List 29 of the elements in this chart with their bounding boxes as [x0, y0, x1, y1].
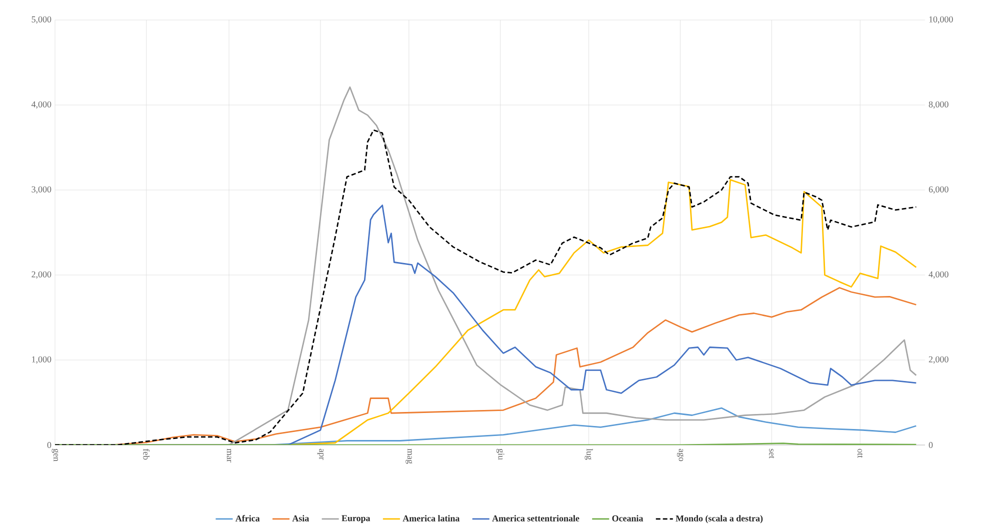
legend-label: America latina	[402, 515, 460, 522]
x-tick-label: gen	[52, 448, 58, 462]
y2-tick-label: 8,000	[928, 101, 948, 109]
x-tick-label: set	[769, 448, 774, 458]
y2-tick-label: 4,000	[928, 271, 948, 279]
y-tick-label: 0	[47, 442, 52, 448]
legend-label: Oceania	[612, 515, 644, 522]
y-tick-label: 4,000	[31, 101, 52, 109]
legend-label: Africa	[236, 515, 260, 522]
y-tick-label: 5,000	[32, 16, 52, 24]
y2-tick-label: 2,000	[928, 356, 948, 364]
y2-tick-label: 6,000	[928, 186, 948, 194]
x-tick-label: ott	[858, 448, 863, 458]
x-tick-label: mar	[226, 448, 232, 462]
y-tick-label: 2,000	[32, 271, 52, 279]
legend-label: America settentrionale	[492, 515, 580, 522]
y2-tick-label: 10,000	[929, 16, 953, 24]
x-tick-label: lug	[584, 448, 593, 460]
x-tick-label: apr	[317, 448, 324, 460]
x-tick-label: ago	[676, 448, 684, 462]
x-tick-label: giu	[496, 448, 504, 460]
legend-label: Asia	[292, 515, 309, 522]
y-tick-label: 1,000	[32, 356, 52, 364]
legend-label: Europa	[342, 515, 370, 524]
legend-label: Mondo (scala a destra)	[676, 515, 763, 524]
x-tick-label: feb	[143, 448, 150, 460]
x-tick-label: mag	[406, 448, 412, 464]
y-tick-label: 3,000	[32, 186, 52, 194]
y2-tick-label: 0	[928, 442, 933, 448]
